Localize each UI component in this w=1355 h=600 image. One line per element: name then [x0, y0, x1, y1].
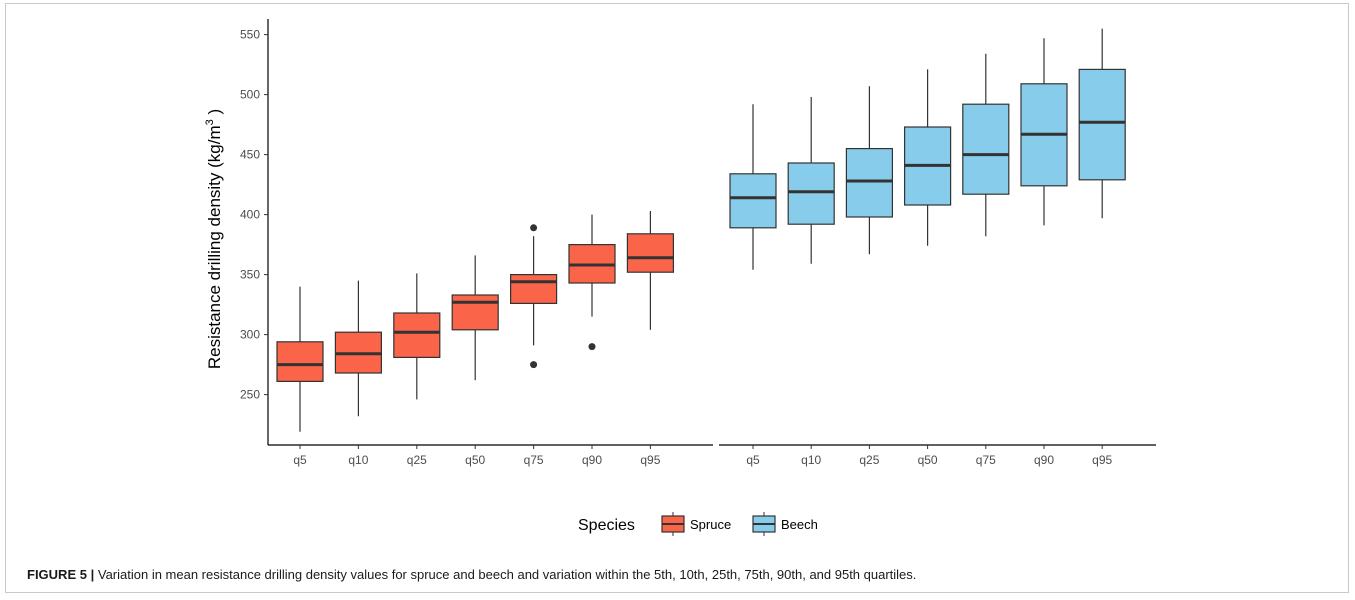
box-iqr: [510, 274, 558, 305]
box-iqr: [787, 162, 835, 225]
panel-spruce: q5 q10 q25 q50 q75 q90 q95: [268, 211, 713, 467]
panel-beech: q5 q10 q25 q50 q75 q90 q95: [719, 28, 1156, 467]
box-iqr: [626, 233, 675, 273]
x-tick-label: q50: [918, 453, 938, 467]
box-spruce-q90: [568, 214, 616, 351]
x-tick-label: q5: [293, 453, 307, 467]
box-spruce-q95: [626, 211, 675, 330]
x-tick-label: q95: [1092, 453, 1112, 467]
box-beech-q75: [962, 53, 1010, 237]
box-spruce-q50: [451, 255, 499, 381]
box-iqr: [393, 312, 441, 359]
box-spruce-q5: [276, 286, 324, 432]
box-iqr: [1078, 68, 1126, 181]
y-axis-title-main: Resistance drilling density (kg/m: [205, 125, 224, 369]
legend: Species Spruce Beech: [578, 512, 818, 536]
box-beech-q10: [787, 97, 835, 264]
boxplot-chart: 250 300 350 400 450 500 550 q5 q10 q25 q50 q75 q90 q9…: [204, 19, 1156, 536]
box-iqr: [451, 294, 499, 331]
y-tick-label: 250: [240, 388, 260, 402]
box-spruce-q75: [510, 224, 558, 369]
y-tick-label: 450: [240, 148, 260, 162]
x-tick-label: q75: [976, 453, 996, 467]
box-beech-q95: [1078, 28, 1126, 219]
legend-label-beech: Beech: [781, 517, 818, 532]
x-tick-label: q10: [348, 453, 368, 467]
box-iqr: [962, 103, 1010, 195]
x-tick-label: q95: [640, 453, 660, 467]
x-tick-label: q5: [746, 453, 760, 467]
x-tick-label: q75: [524, 453, 544, 467]
y-tick-label: 300: [240, 328, 260, 342]
box-spruce-q10: [334, 280, 382, 417]
legend-label-spruce: Spruce: [690, 517, 731, 532]
outlier-point: [530, 224, 538, 232]
y-tick-label: 400: [240, 208, 260, 222]
y-tick-label: 500: [240, 88, 260, 102]
box-iqr: [845, 148, 894, 218]
outlier-point: [530, 361, 538, 369]
x-tick-label: q90: [1034, 453, 1054, 467]
figure-caption: FIGURE 5 | Variation in mean resistance …: [27, 567, 916, 582]
y-tick-label: 550: [240, 28, 260, 42]
y-tick-label: 350: [240, 268, 260, 282]
x-tick-label: q90: [582, 453, 602, 467]
y-axis-title-suffix: ): [205, 109, 224, 119]
y-axis-title: Resistance drilling density (kg/m3 ): [204, 109, 224, 369]
box-spruce-q25: [393, 273, 441, 400]
box-beech-q5: [729, 104, 777, 270]
figure-separator: |: [90, 567, 95, 582]
box-beech-q25: [845, 86, 894, 255]
figure-label: FIGURE 5: [27, 567, 87, 582]
x-tick-label: q25: [407, 453, 427, 467]
outlier-point: [588, 343, 596, 351]
x-tick-label: q25: [859, 453, 879, 467]
x-tick-label: q50: [465, 453, 485, 467]
x-tick-label: q10: [801, 453, 821, 467]
box-iqr: [276, 341, 324, 382]
chart-panels: 250 300 350 400 450 500 550 q5 q10 q25 q50 q75 q90 q9…: [240, 19, 1156, 467]
figure-frame: 250 300 350 400 450 500 550 q5 q10 q25 q50 q75 q90 q9…: [5, 3, 1349, 593]
box-iqr: [729, 173, 777, 229]
figure-caption-text: Variation in mean resistance drilling de…: [97, 567, 917, 582]
legend-title: Species: [578, 517, 635, 534]
y-axis-title-sup: 3: [204, 119, 216, 125]
box-beech-q90: [1020, 38, 1068, 226]
box-beech-q50: [903, 69, 952, 246]
